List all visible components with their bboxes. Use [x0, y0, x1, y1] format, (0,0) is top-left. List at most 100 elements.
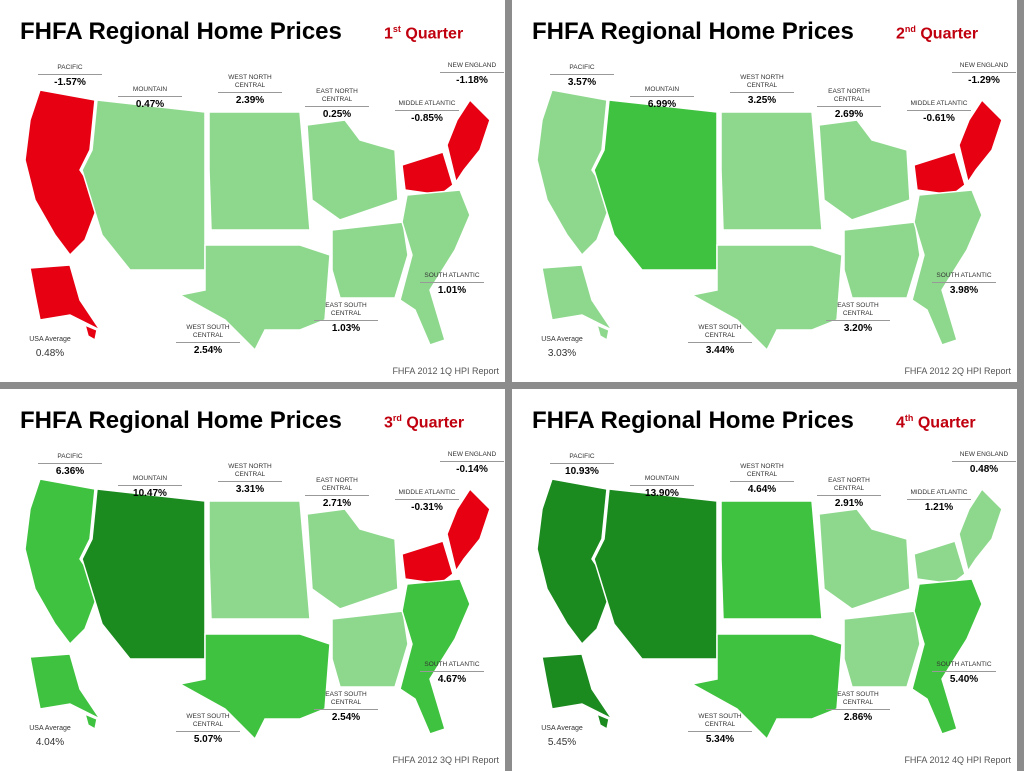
region-value: 0.48% — [969, 464, 999, 475]
region-label: EAST NORTH CENTRAL 2.71% — [305, 477, 369, 509]
region-name: MOUNTAIN — [630, 86, 694, 97]
region-value: 5.40% — [949, 674, 979, 685]
region-shape — [913, 540, 966, 585]
region-name: NEW ENGLAND — [440, 62, 504, 73]
region-shape — [446, 487, 491, 573]
quarter-number: 1 — [384, 25, 393, 43]
region-name: PACIFIC — [550, 453, 614, 464]
region-value: 10.93% — [565, 466, 599, 477]
region-name: EAST NORTH CENTRAL — [305, 477, 369, 496]
region-value: 10.47% — [133, 488, 167, 499]
region-name: WEST SOUTH CENTRAL — [176, 713, 240, 732]
region-name: EAST NORTH CENTRAL — [817, 88, 881, 107]
region-label: PACIFIC 6.36% — [38, 453, 102, 477]
region-label: EAST SOUTH CENTRAL 3.20% — [826, 302, 890, 334]
region-value: 2.39% — [235, 95, 265, 106]
region-label: EAST SOUTH CENTRAL 2.54% — [314, 691, 378, 723]
average-value: 0.48% — [35, 348, 65, 359]
region-shape — [818, 508, 911, 610]
region-name: MOUNTAIN — [118, 475, 182, 486]
region-label: MOUNTAIN 13.90% — [630, 475, 694, 499]
region-shape — [401, 540, 454, 585]
region-shape — [689, 633, 843, 741]
quarter-number: 3 — [384, 414, 393, 432]
region-shape — [593, 488, 718, 660]
quarter: 1st Quarter — [384, 24, 463, 43]
region-name: WEST SOUTH CENTRAL — [176, 324, 240, 343]
usa-average: USA Average 3.03% — [530, 336, 594, 359]
title: FHFA Regional Home Prices — [20, 18, 342, 45]
region-value: 2.69% — [834, 109, 864, 120]
region-name: SOUTH ATLANTIC — [420, 272, 484, 283]
region-value: 2.54% — [331, 712, 361, 723]
map — [536, 478, 1003, 741]
average-label: USA Average — [29, 725, 71, 732]
quarter: 2nd Quarter — [896, 24, 978, 43]
region-name: WEST SOUTH CENTRAL — [688, 324, 752, 343]
region-value: 2.91% — [834, 498, 864, 509]
quarter-word: Quarter — [405, 25, 464, 43]
region-label: EAST SOUTH CENTRAL 1.03% — [314, 302, 378, 334]
region-shape — [399, 578, 471, 735]
region-label: WEST NORTH CENTRAL 4.64% — [730, 463, 794, 495]
quarter-word: Quarter — [920, 25, 979, 43]
region-label: WEST NORTH CENTRAL 2.39% — [218, 74, 282, 106]
region-shape — [208, 111, 311, 231]
region-value: 0.47% — [135, 99, 165, 110]
average-label: USA Average — [541, 336, 583, 343]
region-value: 5.34% — [705, 734, 735, 745]
region-value: 3.20% — [843, 323, 873, 334]
region-value: 13.90% — [645, 488, 679, 499]
region-label: SOUTH ATLANTIC 5.40% — [932, 661, 996, 685]
region-value: 3.25% — [747, 95, 777, 106]
region-name: WEST NORTH CENTRAL — [218, 463, 282, 482]
region-label: NEW ENGLAND -0.14% — [440, 451, 504, 475]
region-shape — [24, 89, 103, 342]
region-label: NEW ENGLAND -1.18% — [440, 62, 504, 86]
map-panel: FHFA Regional Home Prices 4th Quarter PACI… — [512, 389, 1017, 771]
region-shape — [81, 99, 206, 271]
map — [24, 89, 491, 352]
region-label: PACIFIC 10.93% — [550, 453, 614, 477]
average-label: USA Average — [541, 725, 583, 732]
region-value: 2.54% — [193, 345, 223, 356]
region-label: WEST SOUTH CENTRAL 5.07% — [176, 713, 240, 745]
region-name: EAST SOUTH CENTRAL — [314, 302, 378, 321]
region-shape — [593, 99, 718, 271]
region-label: SOUTH ATLANTIC 1.01% — [420, 272, 484, 296]
region-label: NEW ENGLAND -1.29% — [952, 62, 1016, 86]
region-name: PACIFIC — [38, 453, 102, 464]
region-value: 2.86% — [843, 712, 873, 723]
region-name: WEST NORTH CENTRAL — [218, 74, 282, 93]
region-shape — [401, 151, 454, 196]
region-label: MIDDLE ATLANTIC -0.31% — [395, 489, 459, 513]
region-label: WEST NORTH CENTRAL 3.31% — [218, 463, 282, 495]
quarter-suffix: rd — [392, 413, 402, 423]
region-name: NEW ENGLAND — [952, 451, 1016, 462]
source: FHFA 2012 4Q HPI Report — [904, 755, 1011, 765]
region-label: EAST NORTH CENTRAL 2.69% — [817, 88, 881, 120]
source: FHFA 2012 1Q HPI Report — [392, 366, 499, 376]
region-name: SOUTH ATLANTIC — [932, 272, 996, 283]
region-name: NEW ENGLAND — [440, 451, 504, 462]
region-value: 1.01% — [437, 285, 467, 296]
region-name: SOUTH ATLANTIC — [932, 661, 996, 672]
region-shape — [720, 500, 823, 620]
region-value: -1.29% — [968, 75, 1000, 86]
region-name: EAST SOUTH CENTRAL — [826, 691, 890, 710]
region-shape — [24, 478, 103, 731]
region-name: MIDDLE ATLANTIC — [395, 489, 459, 500]
region-shape — [536, 89, 615, 342]
region-label: SOUTH ATLANTIC 4.67% — [420, 661, 484, 685]
region-shape — [81, 488, 206, 660]
region-value: 1.03% — [331, 323, 361, 334]
source: FHFA 2012 3Q HPI Report — [392, 755, 499, 765]
map — [536, 89, 1003, 352]
region-label: EAST NORTH CENTRAL 2.91% — [817, 477, 881, 509]
quarter: 3rd Quarter — [384, 413, 464, 432]
title: FHFA Regional Home Prices — [20, 407, 342, 434]
region-shape — [306, 119, 399, 221]
region-name: EAST NORTH CENTRAL — [305, 88, 369, 107]
region-shape — [843, 610, 921, 688]
